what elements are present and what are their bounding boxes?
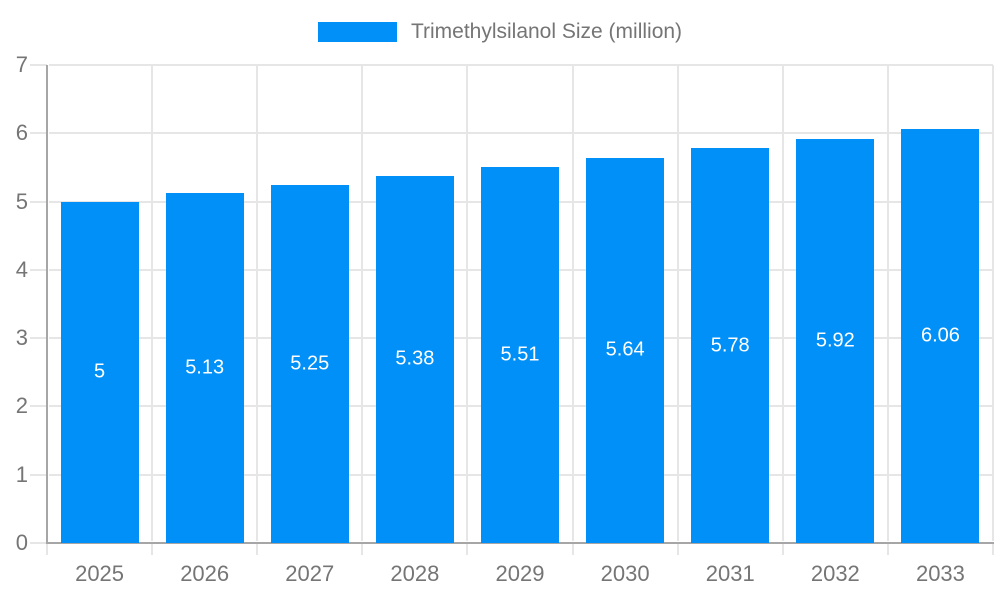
bar-value-label: 5.38 [395,347,435,370]
v-gridline [781,65,784,541]
bar-value-label: 5.25 [290,352,330,375]
x-tick-label: 2031 [705,561,755,586]
x-axis-tick [571,544,574,555]
bar-2031[interactable]: 5.78 [691,148,770,543]
x-tick-label: 2033 [915,561,965,586]
bar-2025[interactable]: 5 [60,201,139,543]
x-axis-tick [361,544,364,555]
x-tick-label: 2028 [390,561,440,586]
v-gridline [151,65,154,541]
x-axis-tick [46,544,48,555]
bar-value-label: 5.51 [500,343,540,366]
bar-value-label: 5.13 [185,356,225,379]
x-axis-tick [886,544,889,555]
v-gridline [886,65,889,541]
legend: Trimethylsilanol Size (million) [0,20,1000,44]
h-gridline [49,132,993,135]
y-axis-tick [30,405,47,408]
y-tick-label: 0 [15,530,28,555]
y-tick-label: 2 [15,393,28,419]
y-tick-label: 6 [15,120,28,146]
y-tick-label: 1 [15,461,28,487]
bar-2029[interactable]: 5.51 [481,166,559,543]
y-axis-tick [30,200,47,203]
x-axis-line [46,542,994,544]
v-gridline [992,65,994,541]
x-axis-tick [466,544,469,555]
bar-value-label: 5.64 [605,338,645,361]
bar-2028[interactable]: 5.38 [375,175,454,543]
v-gridline [571,65,574,541]
y-axis-tick [30,337,47,340]
bar-2032[interactable]: 5.92 [796,138,875,543]
v-gridline [466,65,469,541]
y-axis-tick [30,64,47,66]
x-axis-tick [151,544,154,555]
y-axis-line [46,65,48,544]
bar-2030[interactable]: 5.64 [586,157,665,543]
y-axis-tick [30,473,47,476]
x-tick-label: 2029 [495,561,545,586]
x-tick-label: 2025 [75,561,125,586]
y-tick-label: 3 [15,325,28,351]
v-gridline [676,65,679,541]
bar-value-label: 5.78 [710,334,750,357]
bar-2027[interactable]: 5.25 [270,184,349,543]
h-gridline [49,64,993,66]
y-axis-tick [30,542,47,544]
y-axis-tick [30,132,47,135]
bar-value-label: 5 [93,360,106,383]
y-tick-label: 5 [15,188,28,214]
x-axis-tick [781,544,784,555]
x-tick-label: 2032 [810,561,860,586]
bar-value-label: 5.92 [815,329,855,352]
bar-2033[interactable]: 6.06 [901,129,980,543]
v-gridline [361,65,364,541]
legend-label: Trimethylsilanol Size (million) [410,20,683,43]
x-tick-label: 2027 [285,561,335,586]
x-tick-label: 2030 [600,561,650,586]
y-axis-tick [30,268,47,271]
y-tick-label: 7 [15,52,28,77]
bar-value-label: 6.06 [920,324,960,347]
x-axis-tick [256,544,259,555]
legend-swatch [317,22,397,42]
bar-2026[interactable]: 5.13 [165,192,244,543]
x-axis-tick [676,544,679,555]
x-tick-label: 2026 [180,561,230,586]
v-gridline [256,65,259,541]
x-axis-tick [992,544,994,555]
y-tick-label: 4 [15,256,28,282]
